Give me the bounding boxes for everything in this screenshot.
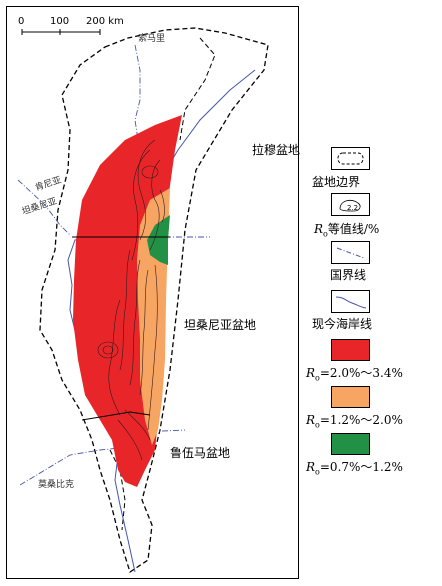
scale-label-zero: 0: [18, 16, 25, 27]
basin-label-lamu: 拉穆盆地: [252, 143, 301, 157]
legend-low-text: =0.7%～1.2%: [319, 460, 403, 474]
legend-border-label: 国界线: [330, 268, 367, 282]
basin-label-ruvuma: 鲁伍马盆地: [170, 446, 231, 460]
country-label-somalia: 索马里: [138, 34, 166, 44]
legend-mid-sub: o: [315, 420, 320, 430]
legend-coastline-symbol: [331, 290, 370, 313]
legend-swatch-mid: [331, 386, 370, 408]
legend-range-low: Ro=0.7%～1.2%: [306, 458, 403, 476]
legend-low-sub: o: [315, 467, 320, 477]
legend-contour-r: R: [314, 222, 324, 236]
legend-contour-suffix: 等值线/%: [327, 222, 380, 236]
basin-boundary-ruvuma: [109, 449, 126, 531]
legend-mid-r: R: [306, 413, 316, 427]
legend-range-mid: Ro=1.2%～2.0%: [306, 411, 403, 429]
zone-low: [147, 215, 170, 265]
legend-contour-symbol: 2.2: [331, 193, 370, 216]
basin-label-tanzania: 坦桑尼亚盆地: [184, 318, 257, 332]
legend-low-r: R: [306, 460, 316, 474]
basin-boundary-outer: [39, 27, 269, 574]
scale-label-mid: 100: [50, 16, 70, 27]
border-line-south: [81, 411, 151, 421]
legend-swatch-low: [331, 433, 370, 455]
legend-basin-boundary-label: 盆地边界: [312, 175, 361, 189]
country-label-mozambique: 莫桑比克: [38, 480, 75, 490]
legend-basin-boundary-symbol: [331, 147, 370, 170]
legend-high-text: =2.0%～3.4%: [319, 366, 403, 380]
scale-label-end: 200 km: [86, 16, 124, 27]
legend-contour-sub: o: [323, 229, 328, 239]
legend-mid-text: =1.2%～2.0%: [319, 413, 403, 427]
legend-contour-label: Ro等值线/%: [314, 220, 379, 238]
legend-border-symbol: [331, 241, 370, 264]
map-canvas: [17, 27, 269, 574]
national-borders: [17, 44, 210, 486]
legend-range-high: Ro=2.0%～3.4%: [306, 364, 403, 382]
legend-contour-value: 2.2: [347, 204, 359, 212]
basin-boundary-inner: [179, 37, 216, 141]
legend-high-sub: o: [315, 373, 320, 383]
legend-coastline-label: 现今海岸线: [312, 317, 373, 331]
scale-bar: [21, 29, 101, 35]
legend-swatch-high: [331, 339, 370, 361]
legend-high-r: R: [306, 366, 316, 380]
